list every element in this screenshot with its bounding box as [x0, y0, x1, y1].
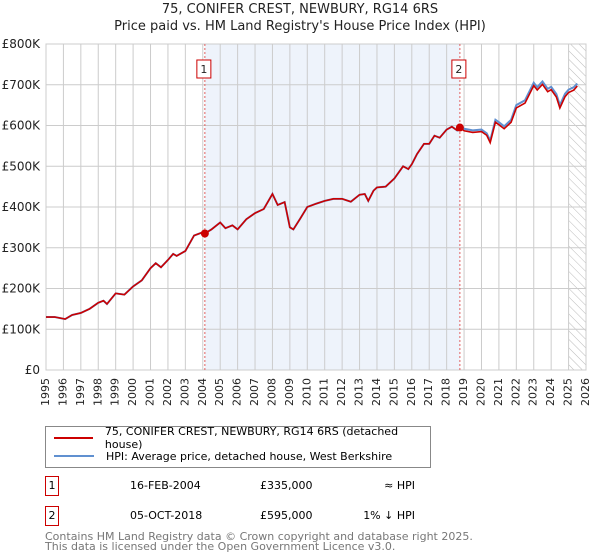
x-tick-label: 2014: [370, 378, 383, 406]
legend: 75, CONIFER CREST, NEWBURY, RG14 6RS (de…: [45, 425, 431, 468]
y-tick-label: £0: [25, 363, 40, 377]
x-tick-label: 2011: [318, 378, 331, 406]
x-tick-label: 2022: [509, 378, 522, 406]
transaction-hpi: 1% ↓ HPI: [363, 509, 415, 522]
footer-licence: This data is licensed under the Open Gov…: [45, 540, 396, 553]
legend-price-label: 75, CONIFER CREST, NEWBURY, RG14 6RS (de…: [104, 425, 399, 451]
legend-hpi-label: HPI: Average price, detached house, West…: [106, 449, 393, 463]
transaction-number: 1: [45, 476, 59, 496]
x-tick-label: 2005: [213, 378, 226, 406]
transaction-row: 1 16-FEB-2004 £335,000 ≈ HPI: [45, 476, 465, 496]
x-tick-label: 2009: [283, 378, 296, 406]
x-tick-label: 2021: [492, 378, 505, 406]
legend-item-hpi: HPI: Average price, detached house, West…: [54, 448, 392, 464]
x-tick-label: 2015: [387, 378, 400, 406]
price-paid-line: [46, 83, 578, 320]
transaction-date: 05-OCT-2018: [130, 509, 203, 522]
y-tick-label: £200K: [2, 282, 42, 296]
sale-marker-box: [196, 59, 212, 79]
price-chart: 1995 1996 1997 1998 1999 2000 2001 2002 2003 2004…: [2, 37, 592, 406]
transaction-price: £335,000: [260, 479, 313, 492]
chart-subtitle: Price paid vs. HM Land Registry's House …: [114, 19, 486, 34]
x-tick-label: 1995: [39, 378, 52, 406]
plot-frame: [45, 43, 587, 371]
x-tick-label: 1996: [56, 378, 69, 406]
x-tick-label: 2025: [562, 378, 575, 406]
transaction-row: 2 05-OCT-2018 £595,000 1% ↓ HPI: [45, 506, 465, 526]
sale-point: [200, 229, 209, 238]
sale-point: [455, 123, 464, 132]
transaction-date: 16-FEB-2004: [130, 479, 201, 492]
x-tick-label: 1999: [109, 378, 122, 406]
x-tick-label: 2026: [579, 378, 592, 406]
x-tick-label: 2007: [248, 378, 261, 406]
x-tick-label: 2017: [422, 378, 435, 406]
hpi-line-swatch: [54, 455, 94, 457]
transaction-number: 2: [45, 506, 59, 526]
y-tick-label: £700K: [2, 78, 42, 92]
x-tick-label: 2006: [231, 378, 244, 406]
footer-copyright: Contains HM Land Registry data © Crown c…: [45, 530, 473, 543]
sale-marker-label: 1: [200, 63, 207, 76]
x-tick-label: 2010: [300, 378, 313, 406]
x-tick-label: 2000: [126, 378, 139, 406]
y-tick-label: £100K: [2, 322, 42, 336]
x-tick-label: 1998: [91, 378, 104, 406]
x-tick-label: 2002: [161, 378, 174, 406]
x-tick-label: 2001: [144, 378, 157, 406]
y-tick-label: £800K: [2, 37, 42, 51]
x-tick-label: 2012: [335, 378, 348, 406]
x-tick-label: 2019: [457, 378, 470, 406]
sale-marker-label: 2: [455, 63, 462, 76]
x-tick-label: 2024: [544, 378, 557, 406]
x-tick-label: 2003: [178, 378, 191, 406]
x-tick-label: 2004: [196, 378, 209, 406]
x-tick-label: 2018: [440, 378, 453, 406]
x-tick-label: 1997: [74, 378, 87, 406]
x-tick-label: 2023: [527, 378, 540, 406]
x-tick-label: 2020: [474, 378, 487, 406]
y-tick-label: £300K: [2, 241, 42, 255]
x-tick-label: 2013: [353, 378, 366, 406]
price-line-swatch: [54, 437, 93, 439]
transaction-price: £595,000: [260, 509, 313, 522]
x-tick-label: 2016: [405, 378, 418, 406]
chart-title: 75, CONIFER CREST, NEWBURY, RG14 6RS: [161, 2, 439, 17]
y-tick-label: £500K: [2, 159, 42, 173]
y-tick-label: £600K: [2, 119, 42, 133]
transaction-hpi: ≈ HPI: [384, 479, 415, 492]
x-tick-label: 2008: [265, 378, 278, 406]
sale-marker-box: [451, 59, 467, 79]
y-tick-label: £400K: [2, 200, 42, 214]
legend-item-price: 75, CONIFER CREST, NEWBURY, RG14 6RS (de…: [54, 425, 430, 451]
